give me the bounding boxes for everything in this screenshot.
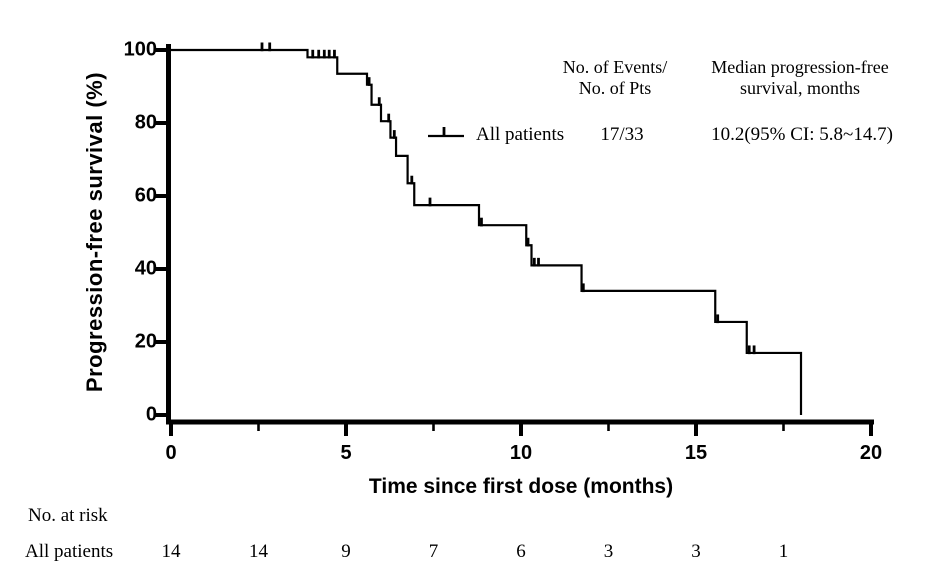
legend-median-header: Median progression-free survival, months — [711, 57, 888, 99]
axes — [155, 44, 874, 436]
y-tick-label-80: 80 — [134, 111, 157, 134]
y-tick-label-20: 20 — [134, 330, 157, 353]
y-tick-label-100: 100 — [123, 38, 157, 61]
x-tick-label-15: 15 — [684, 442, 708, 464]
legend-events-header: No. of Events/ No. of Pts — [563, 57, 667, 99]
legend-series-events: 17/33 — [600, 124, 644, 145]
at-risk-row-label: All patients — [25, 541, 114, 562]
legend-series-label: All patients — [476, 124, 565, 145]
legend-events-header-line2: No. of Pts — [578, 78, 652, 98]
x-tick-label-10: 10 — [509, 442, 533, 464]
at-risk-value-t17.5: 1 — [778, 541, 789, 562]
at-risk-value-t15: 3 — [691, 541, 701, 562]
at-risk-value-t7.5: 7 — [428, 541, 439, 562]
legend-median-header-line2: survival, months — [740, 78, 860, 98]
at-risk-value-t12.5: 3 — [603, 541, 614, 562]
km-curve-group — [171, 42, 803, 415]
at-risk-value-t0: 14 — [161, 541, 181, 562]
legend-series-symbol — [428, 127, 464, 138]
legend-events-header-line1: No. of Events/ — [562, 57, 668, 77]
at-risk-value-t5: 9 — [341, 541, 351, 562]
at-risk-title: No. at risk — [28, 505, 108, 526]
y-tick-label-40: 40 — [134, 257, 157, 280]
x-tick-label-20: 20 — [859, 442, 883, 464]
legend-series-median: 10.2(95% CI: 5.8~14.7) — [711, 124, 893, 145]
km-curve-all-patients — [171, 48, 803, 415]
at-risk-value-t10: 6 — [516, 541, 526, 562]
y-tick-label-0: 0 — [145, 403, 157, 426]
y-tick-label-60: 60 — [134, 184, 157, 207]
at-risk-value-t2.5: 14 — [249, 541, 268, 562]
x-axis-title: Time since first dose (months) — [368, 475, 674, 498]
x-tick-label-0: 0 — [165, 442, 177, 464]
legend-median-header-line1: Median progression-free — [711, 57, 889, 77]
x-tick-label-5: 5 — [340, 442, 352, 464]
